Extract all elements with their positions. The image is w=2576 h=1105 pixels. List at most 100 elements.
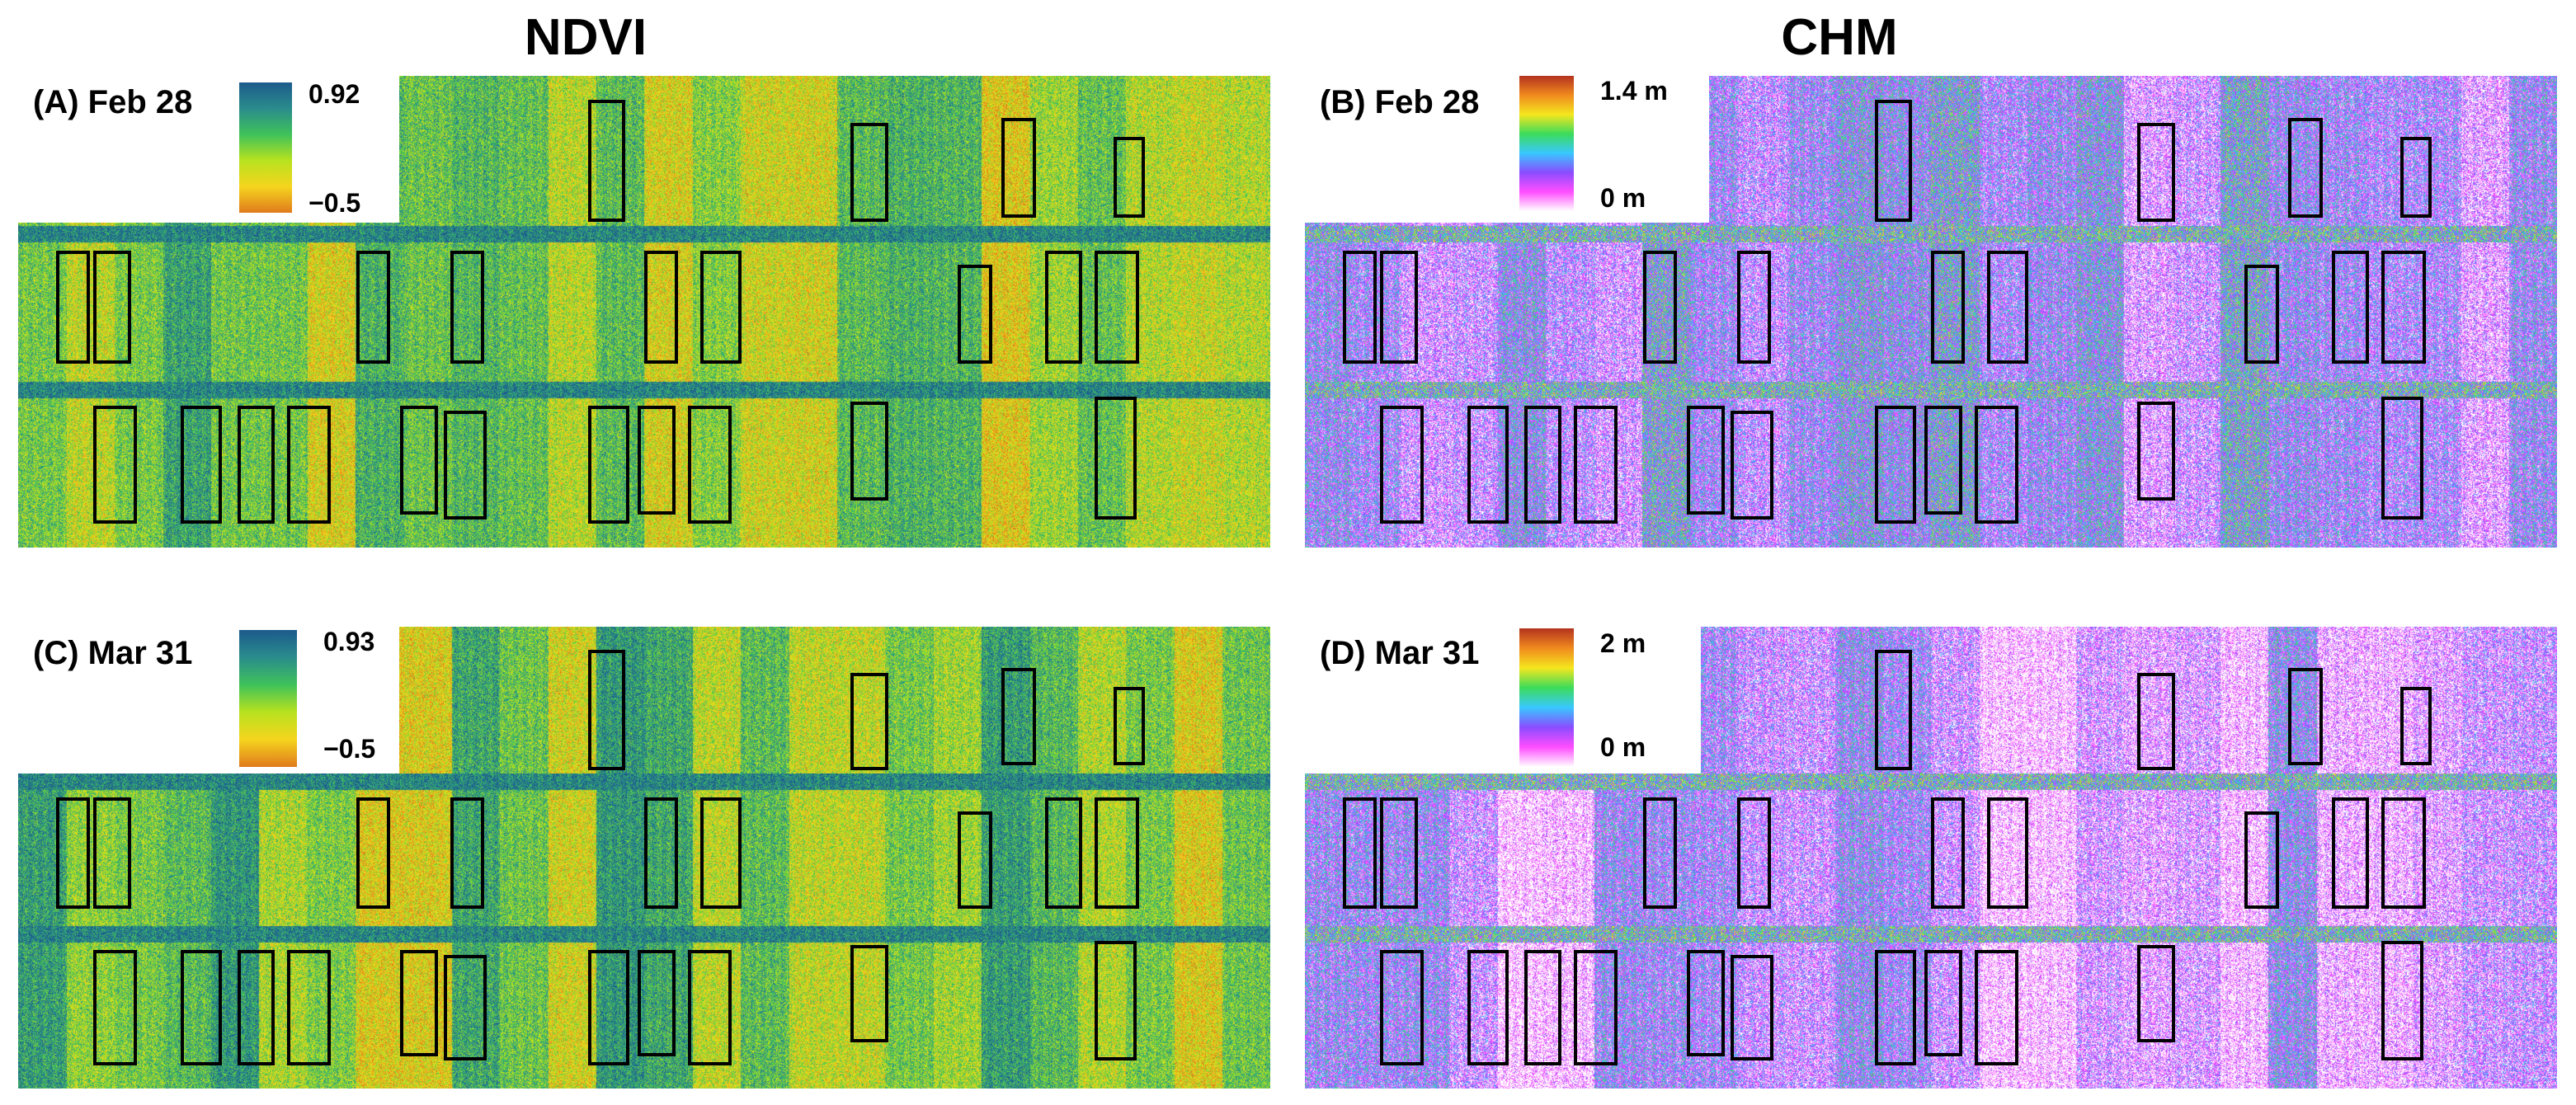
colorbar-max-d: 2 m xyxy=(1600,628,1646,658)
plot-outline xyxy=(1642,797,1677,909)
plot-outline xyxy=(55,797,90,909)
plot-outline xyxy=(287,406,332,524)
panel-label-b: (B) Feb 28 xyxy=(1320,84,1480,120)
panel-label-d: (D) Mar 31 xyxy=(1320,635,1480,671)
plot-outline xyxy=(1380,406,1425,524)
colorbar-min-c: −0.5 xyxy=(323,734,376,764)
plot-outline xyxy=(2381,250,2426,364)
plot-outline xyxy=(688,406,732,524)
plot-outline xyxy=(1044,797,1083,909)
plot-outline xyxy=(237,950,275,1065)
plot-outline xyxy=(1874,950,1916,1065)
plot-outline xyxy=(1114,686,1146,765)
plot-outline xyxy=(1987,250,2029,364)
chm-column-title: CHM xyxy=(1781,9,1898,66)
plot-outline xyxy=(1380,950,1425,1065)
plot-outline xyxy=(1001,118,1037,218)
plot-outline xyxy=(1523,950,1562,1065)
plot-outline xyxy=(2381,797,2426,909)
plot-outline xyxy=(181,950,223,1065)
plot-outline xyxy=(587,650,626,770)
plot-outline xyxy=(1924,950,1962,1056)
plot-outline xyxy=(1380,797,1418,909)
plot-outline xyxy=(1736,250,1771,364)
plot-outline xyxy=(2400,137,2432,218)
plot-outline xyxy=(55,250,90,364)
plot-outline xyxy=(2244,264,2279,364)
plot-outline xyxy=(957,264,992,364)
plot-outline xyxy=(1975,406,2019,524)
legend-box-d xyxy=(1305,627,1701,774)
plot-outline xyxy=(1924,406,1962,515)
plot-outline xyxy=(850,401,888,501)
plot-outline xyxy=(1095,940,1137,1061)
plot-outline xyxy=(444,954,487,1061)
plot-outline xyxy=(587,950,629,1065)
plot-outline xyxy=(2331,797,2370,909)
plot-outline xyxy=(2381,396,2423,520)
plot-outline xyxy=(1523,406,1562,524)
plot-outline xyxy=(1114,137,1146,218)
plot-outline xyxy=(1001,668,1037,765)
plot-outline xyxy=(1731,411,1773,520)
colorbar-max-c: 0.93 xyxy=(323,627,375,656)
plot-outline xyxy=(1574,406,1618,524)
panel-label-c: (C) Mar 31 xyxy=(33,635,193,671)
plot-outline xyxy=(93,406,138,524)
plot-outline xyxy=(237,406,275,524)
plot-outline xyxy=(1686,950,1725,1056)
legend-box-b xyxy=(1305,66,1709,223)
plot-outline xyxy=(1731,954,1773,1061)
plot-outline xyxy=(93,950,138,1065)
plot-outline xyxy=(587,406,629,524)
plot-outline xyxy=(1686,406,1725,515)
plot-outline xyxy=(1642,250,1677,364)
plot-outline xyxy=(638,406,676,515)
plot-outline xyxy=(450,797,484,909)
plot-outline xyxy=(93,797,131,909)
ndvi-column-title: NDVI xyxy=(524,9,648,66)
plot-outline xyxy=(850,673,888,770)
plot-outline xyxy=(2244,811,2279,909)
plot-outline xyxy=(2137,673,2175,770)
colorbar-chm-d xyxy=(1519,628,1574,767)
plot-outline xyxy=(1931,250,1965,364)
legend-box-a xyxy=(18,76,399,223)
plot-outline xyxy=(2381,940,2423,1061)
plot-outline xyxy=(700,797,742,909)
plot-outline xyxy=(1975,950,2019,1065)
plot-outline xyxy=(2400,686,2432,765)
plot-outline xyxy=(181,406,223,524)
plot-outline xyxy=(1044,250,1083,364)
plot-outline xyxy=(356,250,390,364)
colorbar-ndvi-c xyxy=(239,630,297,767)
plot-outline xyxy=(700,250,742,364)
plot-outline xyxy=(644,250,678,364)
plot-outline xyxy=(1342,797,1377,909)
plot-outline xyxy=(850,945,888,1042)
plot-outline xyxy=(1095,797,1139,909)
plot-outline xyxy=(450,250,484,364)
plot-outline xyxy=(1736,797,1771,909)
plot-outline xyxy=(587,99,626,223)
colorbar-max-b: 1.4 m xyxy=(1600,76,1668,106)
plot-outline xyxy=(1342,250,1377,364)
plot-outline xyxy=(644,797,678,909)
plot-outline xyxy=(444,411,487,520)
colorbar-min-d: 0 m xyxy=(1600,732,1646,762)
panel-label-a: (A) Feb 28 xyxy=(33,84,193,120)
plot-outline xyxy=(638,950,676,1056)
plot-outline xyxy=(2331,250,2370,364)
plot-outline xyxy=(957,811,992,909)
plot-outline xyxy=(2287,668,2324,765)
plot-outline xyxy=(287,950,332,1065)
colorbar-min-b: 0 m xyxy=(1600,183,1646,213)
plot-outline xyxy=(1987,797,2029,909)
plot-outline xyxy=(399,950,438,1056)
colorbar-ndvi-a xyxy=(239,82,292,213)
plot-outline xyxy=(2287,118,2324,218)
plot-outline xyxy=(850,123,888,223)
colorbar-min-a: −0.5 xyxy=(308,188,361,218)
colorbar-max-a: 0.92 xyxy=(308,79,360,109)
plot-outline xyxy=(356,797,390,909)
